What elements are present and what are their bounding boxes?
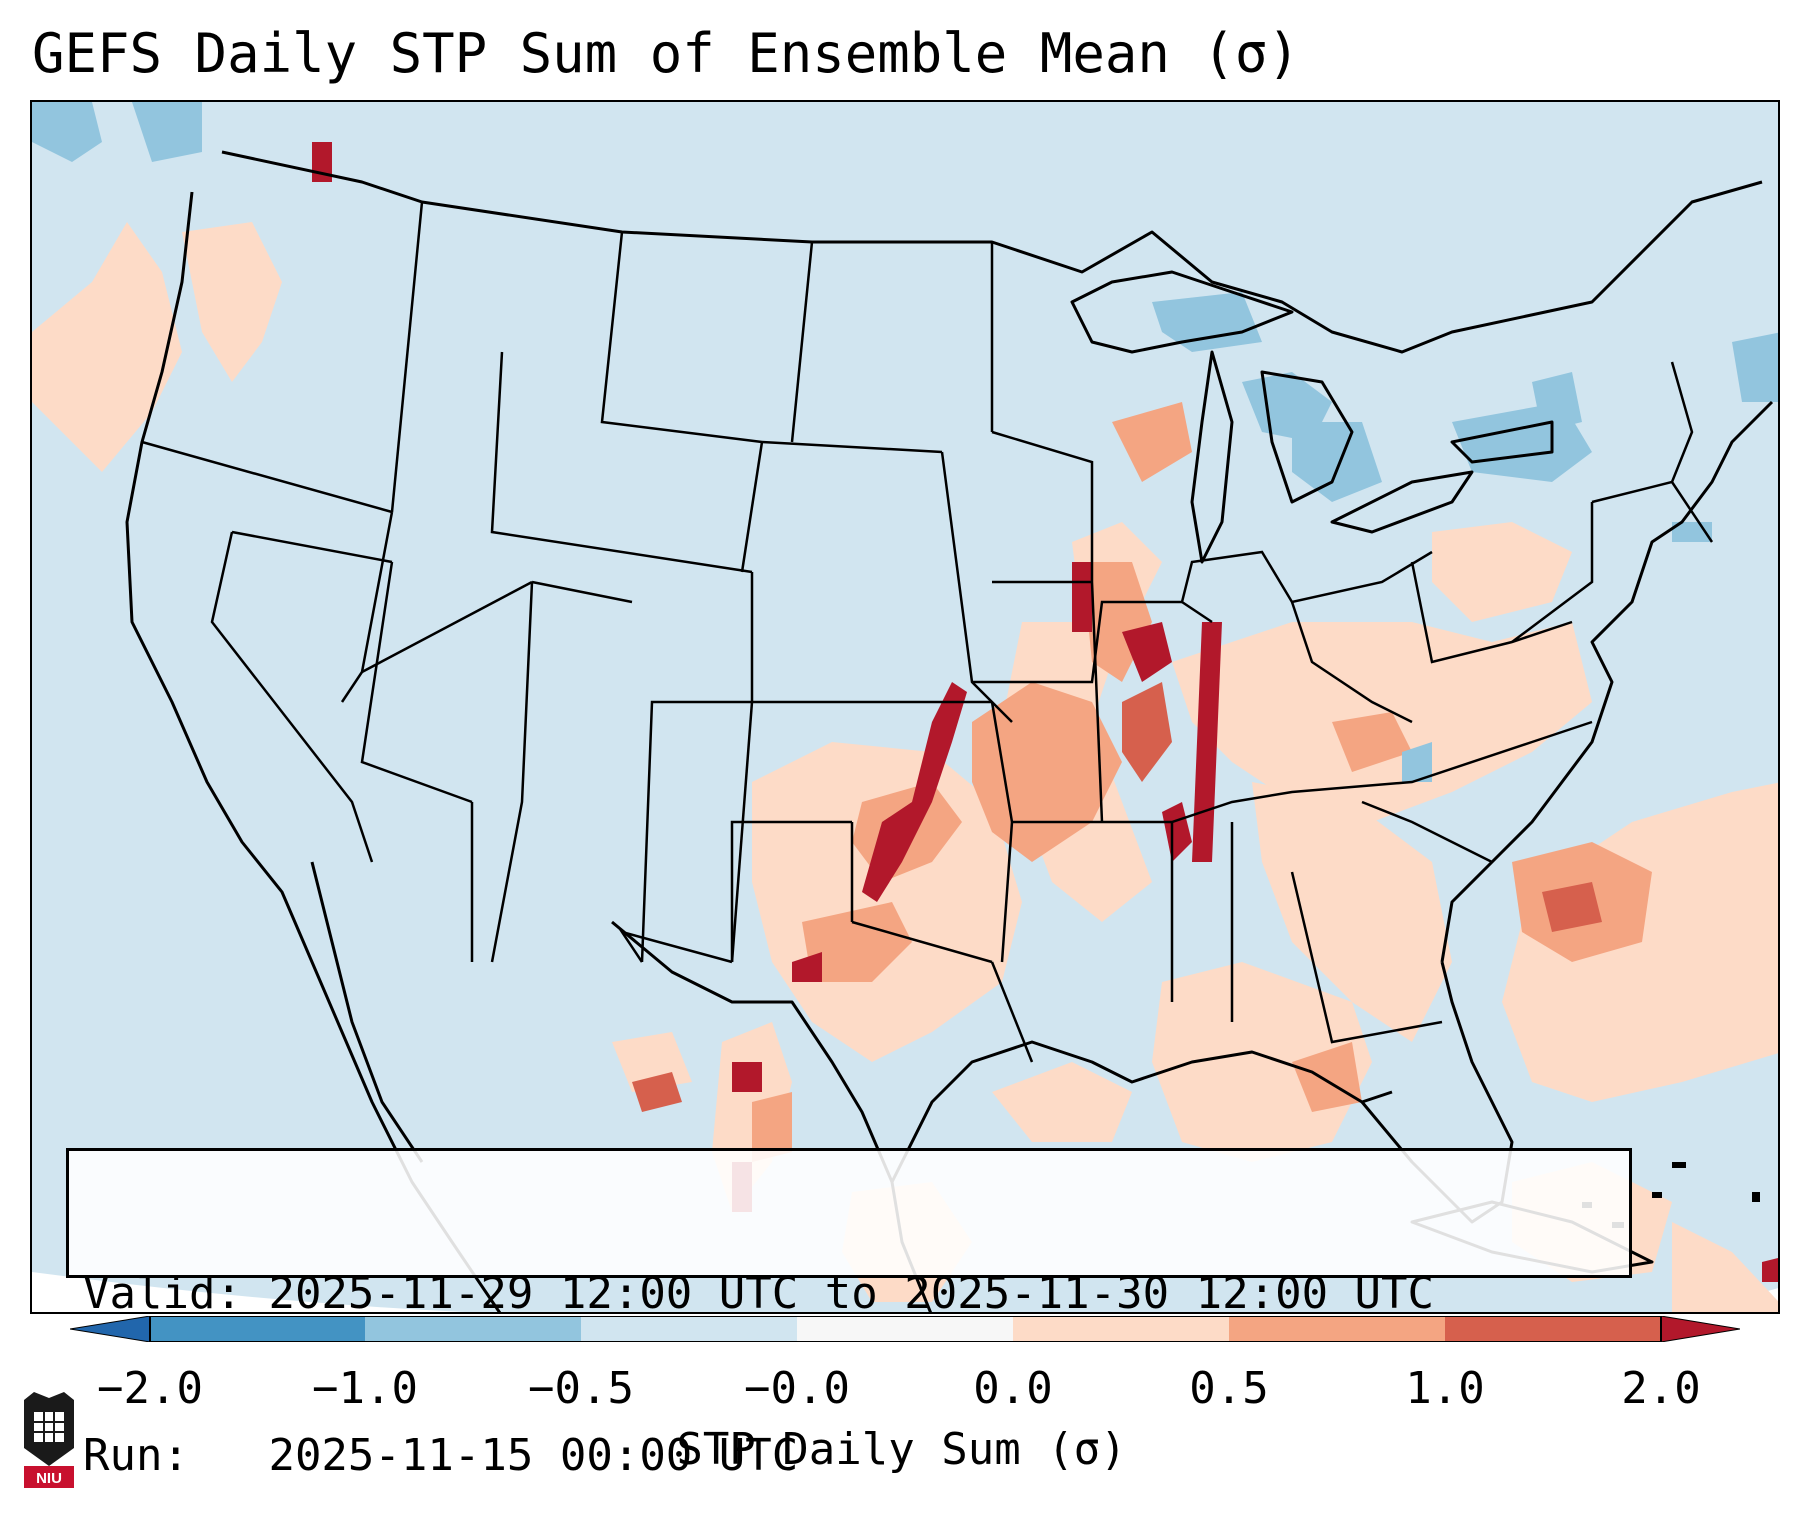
state-lines xyxy=(141,201,1714,1063)
colorbar-label: STP Daily Sum (σ) xyxy=(676,1424,1127,1475)
colorbar-segment-8 xyxy=(1660,1316,1740,1342)
colorbar-segment-5 xyxy=(1013,1316,1229,1342)
stp-field-negative xyxy=(32,102,1778,782)
stp-field-high xyxy=(632,682,1602,1112)
colorbar xyxy=(70,1316,1740,1342)
run-line: Run: 2025-11-15 00:00 UTC xyxy=(83,1429,1615,1483)
valid-label: Valid: xyxy=(83,1268,242,1319)
tick-label: 2.0 xyxy=(1621,1363,1701,1414)
colorbar-ticks: −2.0 −1.0 −0.5 −0.0 0.0 0.5 1.0 2.0 xyxy=(0,1362,1803,1422)
colorbar-segment-3 xyxy=(581,1316,797,1342)
stp-map xyxy=(32,102,1778,1312)
tick-label: −2.0 xyxy=(97,1363,203,1414)
tick-label: −1.0 xyxy=(312,1363,418,1414)
colorbar-segment-2 xyxy=(365,1316,581,1342)
validity-box: Valid: 2025-11-29 12:00 UTC to 2025-11-3… xyxy=(66,1148,1632,1481)
logo-text: NIU xyxy=(36,1470,62,1487)
run-label: Run: xyxy=(83,1430,189,1481)
tick-label: 1.0 xyxy=(1405,1363,1485,1414)
colorbar-segment-0 xyxy=(70,1316,151,1342)
colorbar-segment-6 xyxy=(1229,1316,1445,1342)
map-title: GEFS Daily STP Sum of Ensemble Mean (σ) xyxy=(32,22,1300,85)
colorbar-segment-7 xyxy=(1445,1316,1661,1342)
tick-label: −0.5 xyxy=(528,1363,634,1414)
map-panel xyxy=(30,100,1780,1314)
valid-value: 2025-11-29 12:00 UTC to 2025-11-30 12:00… xyxy=(268,1268,1435,1319)
tick-label: 0.5 xyxy=(1189,1363,1269,1414)
colorbar-segment-4 xyxy=(797,1316,1013,1342)
run-value: 2025-11-15 00:00 UTC xyxy=(268,1430,799,1481)
tick-label: −0.0 xyxy=(744,1363,850,1414)
tick-label: 0.0 xyxy=(973,1363,1053,1414)
university-crest-icon: NIU xyxy=(24,1392,74,1488)
valid-line: Valid: 2025-11-29 12:00 UTC to 2025-11-3… xyxy=(83,1267,1615,1321)
colorbar-segment-1 xyxy=(150,1316,365,1342)
